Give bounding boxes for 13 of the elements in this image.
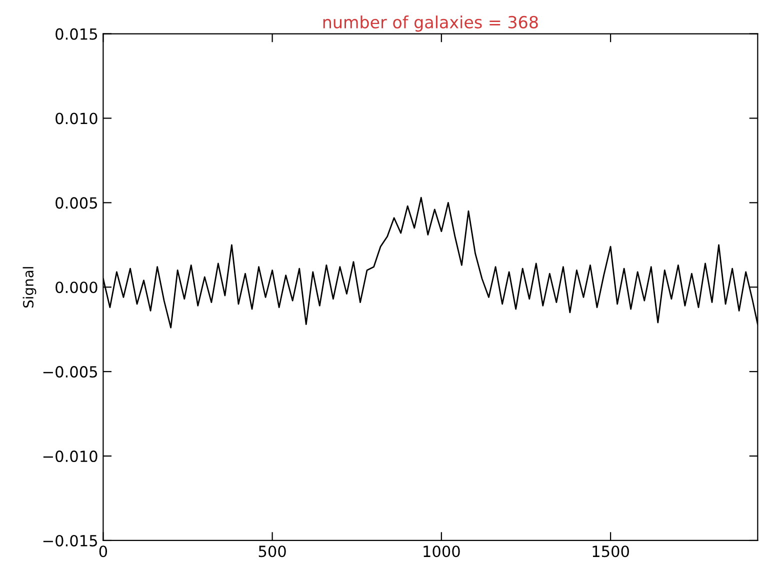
y-tick-label: −0.015 [43, 534, 97, 546]
x-tick-label: 500 [258, 546, 286, 558]
chart-title: number of galaxies = 368 [323, 16, 538, 32]
y-tick-label: −0.005 [43, 366, 97, 378]
x-tick-label: 1500 [592, 546, 629, 558]
y-tick-label: 0.010 [56, 112, 98, 124]
y-tick-label: 0.005 [56, 197, 97, 209]
y-tick-label: −0.010 [43, 450, 98, 462]
x-tick-label: 1000 [424, 546, 460, 558]
y-tick-label: 0.015 [56, 28, 97, 40]
y-tick-label: 0.000 [56, 282, 98, 294]
x-tick-label: 0 [99, 546, 108, 558]
y-axis-title: Signal [22, 267, 36, 308]
